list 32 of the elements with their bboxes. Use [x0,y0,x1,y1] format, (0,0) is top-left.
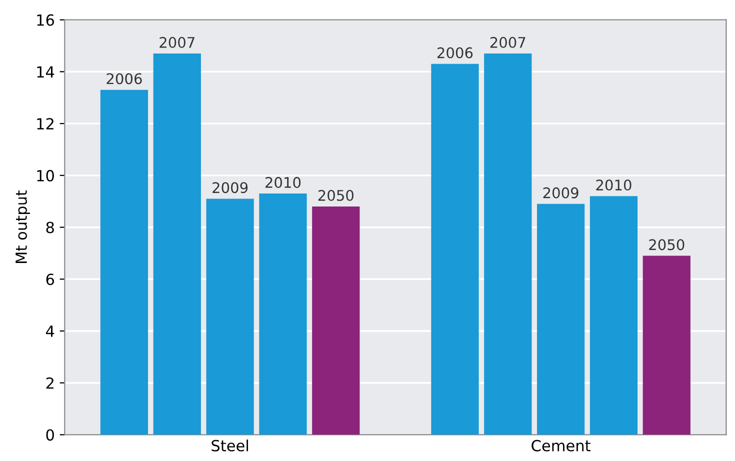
bar [312,206,360,435]
bar [153,54,201,435]
bar [100,90,148,435]
y-axis-title: Mt output [16,190,30,263]
bar [642,256,690,435]
y-tick-label: 4 [46,326,54,337]
y-tick-label: 2 [46,377,54,389]
y-tick-label: 0 [46,429,54,441]
text: 2009 [543,187,578,198]
y-tick-label: 10 [37,170,54,182]
bar [484,54,532,435]
text: 2010 [596,180,632,191]
bar [431,64,479,435]
y-tick-label: 16 [37,14,54,26]
x-tick-label: Steel [212,440,248,452]
y-tick-label: 8 [46,222,54,234]
y-tick-label: 14 [37,66,54,78]
y-tick-label: 6 [46,274,54,286]
series-label: 2007 [160,36,194,48]
bar [206,198,254,435]
text: 2007 [490,36,526,48]
bar [536,204,585,435]
series-label: 2006 [106,73,142,84]
bar [259,194,307,435]
x-tick-label: Cement [532,440,590,452]
series-label: 2010 [265,176,301,188]
series-label: 2009 [212,182,248,194]
text: 2006 [437,47,473,58]
bar [590,196,638,435]
series-label: 2050 [649,239,684,250]
y-tick-label: 12 [37,118,54,130]
text: 2050 [318,190,354,201]
